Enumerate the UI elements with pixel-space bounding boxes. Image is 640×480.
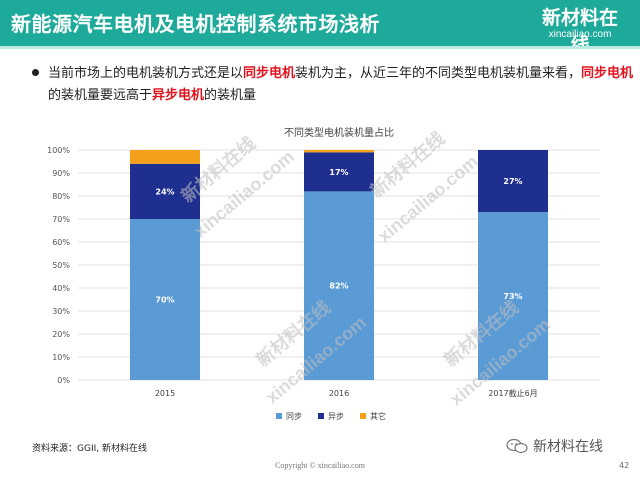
bar-segment <box>304 150 374 153</box>
stacked-bar-chart: 不同类型电机装机量占比 70% 24% 82% 17% 73% 27% 0% 10% 20% 30… <box>47 126 600 421</box>
legend-swatch <box>318 413 324 419</box>
header-bar: 新能源汽车电机及电机控制系统市场浅析 新材料在线 xincailiao.com <box>0 0 640 56</box>
data-label: 82% <box>329 282 348 291</box>
x-tick-label: 2015 <box>155 389 175 398</box>
page-number: 42 <box>619 461 630 470</box>
legend-label: 其它 <box>370 411 386 421</box>
bar-segment <box>130 163 200 219</box>
chart-title: 不同类型电机装机量占比 <box>284 126 394 139</box>
y-tick-label: 100% <box>47 146 70 155</box>
bullet-text-part: 的装机量 <box>204 88 257 103</box>
legend-label: 同步 <box>286 412 302 421</box>
logo-name: 新材料在线 <box>541 7 618 56</box>
bullet-text-part: 装机为主，从近三年的不同类型电机装机量来看， <box>295 66 582 81</box>
y-tick-label: 60% <box>52 238 70 247</box>
data-label: 70% <box>155 296 174 305</box>
x-tick-label: 2016 <box>329 389 349 398</box>
highlight-sync-motor: 同步电机 <box>243 66 296 81</box>
copyright: Copyright © xincailiao.com <box>275 461 365 470</box>
wechat-label: 新材料在线 <box>533 439 603 455</box>
y-tick-label: 50% <box>52 261 70 270</box>
header-divider <box>0 46 640 49</box>
bar-segment <box>130 219 200 380</box>
page-title: 新能源汽车电机及电机控制系统市场浅析 <box>11 12 380 36</box>
bar-segment <box>304 191 374 380</box>
bullet-dot-icon <box>32 69 39 76</box>
wechat-icon <box>506 438 528 454</box>
y-tick-label: 0% <box>57 376 70 385</box>
legend-swatch <box>360 413 366 419</box>
legend-label: 异步 <box>328 412 344 421</box>
y-tick-label: 20% <box>52 330 70 339</box>
data-label: 17% <box>329 168 348 177</box>
y-tick-label: 40% <box>52 284 70 293</box>
y-tick-label: 10% <box>52 353 70 362</box>
y-tick-label: 80% <box>52 192 70 201</box>
bar-segment <box>478 150 548 213</box>
data-label: 24% <box>155 187 174 196</box>
y-tick-label: 90% <box>52 169 70 178</box>
data-source: 资料来源：GGII, 新材料在线 <box>32 444 147 454</box>
y-tick-label: 70% <box>52 215 70 224</box>
highlight-async-motor: 异步电机 <box>152 88 205 103</box>
legend-swatch <box>276 413 282 419</box>
bar-segment <box>130 150 200 164</box>
data-label: 73% <box>503 292 522 301</box>
highlight-sync-motor: 同步电机 <box>581 66 634 81</box>
brand-logo: 新材料在线 xincailiao.com <box>534 3 626 56</box>
bar-segment <box>304 152 374 192</box>
bullet-text: 当前市场上的电机装机方式还是以同步电机装机为主，从近三年的不同类型电机装机量来看… <box>48 63 634 107</box>
logo-url: xincailiao.com <box>548 29 612 40</box>
bullet-text-part: 当前市场上的电机装机方式还是以 <box>48 66 244 81</box>
x-tick-label: 2017截止6月 <box>488 388 537 398</box>
y-tick-label: 30% <box>52 307 70 316</box>
bullet-text-part: 的装机量要远高于 <box>48 88 153 103</box>
data-label: 27% <box>503 177 522 186</box>
bar-segment <box>478 212 548 380</box>
